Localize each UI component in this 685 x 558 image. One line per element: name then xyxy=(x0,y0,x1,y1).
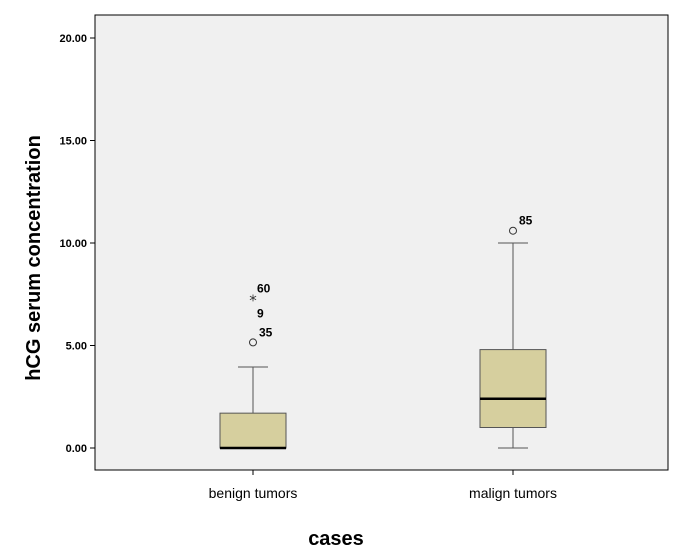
iqr-box xyxy=(479,349,547,429)
box-group: 85 xyxy=(479,214,547,449)
outlier-label: 35 xyxy=(259,325,273,339)
boxes: 35 *60 9 85 xyxy=(219,214,547,450)
y-tick-label: 0.00 xyxy=(66,443,87,455)
x-category-label: benign tumors xyxy=(209,485,298,501)
y-tick-label: 5.00 xyxy=(66,341,87,353)
outlier-label: 9 xyxy=(257,306,264,320)
y-tick-label: 15.00 xyxy=(59,136,87,148)
outlier-label: 85 xyxy=(519,214,533,228)
y-axis-title: hCG serum concentration xyxy=(23,135,45,381)
outlier-point xyxy=(249,338,257,347)
iqr-box xyxy=(219,412,287,449)
outlier-point xyxy=(509,226,517,235)
y-axis: 0.00 5.00 10.00 15.00 20.00 xyxy=(59,33,95,455)
y-tick-label: 20.00 xyxy=(59,33,87,45)
y-tick-label: 10.00 xyxy=(59,238,87,250)
plot-area xyxy=(94,14,669,471)
x-axis-title: cases xyxy=(308,528,364,550)
box-group: 35 *60 9 xyxy=(219,281,287,450)
outlier-label: 60 xyxy=(257,281,271,295)
x-category-label: malign tumors xyxy=(469,485,557,501)
x-axis: benign tumors malign tumors xyxy=(209,470,557,501)
extreme-point-star: * xyxy=(249,291,257,309)
